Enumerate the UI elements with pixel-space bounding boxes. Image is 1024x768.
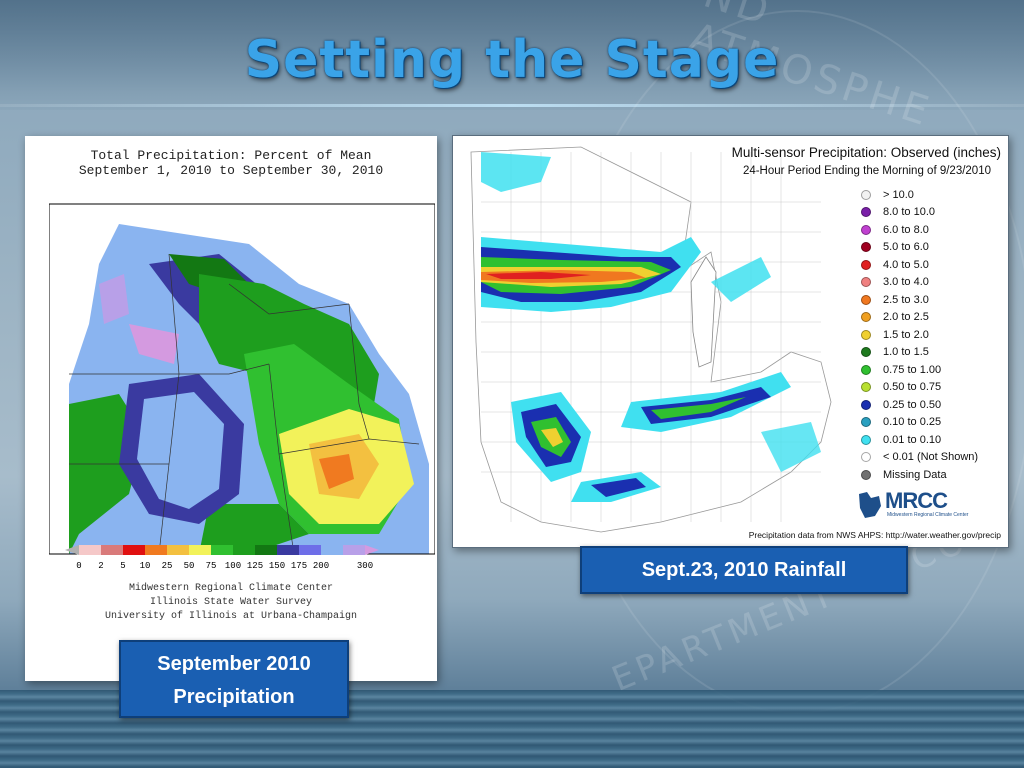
- legend-label: > 10.0: [883, 188, 914, 201]
- legend-label: 4.0 to 5.0: [883, 258, 929, 271]
- legend-label: 2.5 to 3.0: [883, 293, 929, 306]
- legend-swatch: [861, 242, 871, 253]
- legend-item: 4.0 to 5.0: [861, 256, 1006, 274]
- legend-label: < 0.01 (Not Shown): [883, 451, 979, 464]
- credit-line3: University of Illinois at Urbana-Champai…: [104, 611, 358, 622]
- credit-line1: Midwestern Regional Climate Center: [128, 583, 334, 594]
- mrcc-logo: MRCC Midwestern Regional Climate Center: [857, 488, 997, 524]
- legend-swatch: [861, 294, 871, 305]
- scale-label: 2: [98, 561, 103, 571]
- legend-item: 1.5 to 2.0: [861, 326, 1006, 344]
- legend-label: Missing Data: [883, 468, 947, 481]
- monthly-precip-map-panel: Total Precipitation: Percent of Mean Sep…: [25, 136, 437, 681]
- legend-swatch: [861, 399, 871, 410]
- mrcc-region-icon: [859, 492, 881, 518]
- legend-swatch: [861, 452, 871, 463]
- legend-item: 5.0 to 6.0: [861, 239, 1006, 257]
- legend-label: 8.0 to 10.0: [883, 206, 935, 219]
- mrcc-logo-subtext: Midwestern Regional Climate Center: [887, 512, 969, 518]
- scale-label: 200: [313, 561, 329, 571]
- scale-label: 0: [76, 561, 81, 571]
- legend-item: 0.50 to 0.75: [861, 379, 1006, 397]
- slide-title: Setting the Stage: [244, 30, 780, 90]
- caption-line1: September 2010: [157, 653, 311, 675]
- scale-label: 75: [206, 561, 217, 571]
- legend-swatch: [861, 259, 871, 270]
- scale-label: 100: [225, 561, 241, 571]
- legend-swatch: [861, 382, 871, 393]
- scale-label: 150: [269, 561, 285, 571]
- scale-label: 175: [291, 561, 307, 571]
- monthly-precip-caption: September 2010 Precipitation: [119, 640, 349, 718]
- legend-item: Missing Data: [861, 466, 1006, 484]
- legend-item: 0.25 to 0.50: [861, 396, 1006, 414]
- legend-swatch: [861, 364, 871, 375]
- legend-label: 2.0 to 2.5: [883, 311, 929, 324]
- legend-swatch: [861, 312, 871, 323]
- rainfall-legend: > 10.0 8.0 to 10.0 6.0 to 8.0 5.0 to 6.0…: [861, 186, 1006, 484]
- legend-label: 1.0 to 1.5: [883, 346, 929, 359]
- legend-item: 1.0 to 1.5: [861, 344, 1006, 362]
- credit-line2: Illinois State Water Survey: [149, 597, 313, 608]
- scale-label: 300: [357, 561, 373, 571]
- percent-color-scale: 0 2 5 10 25 50 75 100 125 150 175 200 30…: [65, 545, 379, 571]
- monthly-map-title-line2: September 1, 2010 to September 30, 2010: [78, 163, 384, 178]
- daily-map-title: Multi-sensor Precipitation: Observed (in…: [731, 145, 1001, 160]
- multisensor-precip-map: [461, 142, 861, 542]
- legend-label: 6.0 to 8.0: [883, 223, 929, 236]
- monthly-map-credit: Midwestern Regional Climate Center Illin…: [25, 582, 437, 624]
- legend-label: 1.5 to 2.0: [883, 328, 929, 341]
- scale-label: 10: [140, 561, 151, 571]
- legend-swatch: [861, 417, 871, 428]
- legend-item: 8.0 to 10.0: [861, 204, 1006, 222]
- legend-label: 0.50 to 0.75: [883, 381, 942, 394]
- header-divider: [0, 104, 1024, 107]
- legend-swatch: [861, 207, 871, 218]
- legend-label: 3.0 to 4.0: [883, 276, 929, 289]
- legend-item: 2.0 to 2.5: [861, 309, 1006, 327]
- monthly-map-title: Total Precipitation: Percent of Mean Sep…: [25, 148, 437, 178]
- legend-label: 0.75 to 1.00: [883, 363, 942, 376]
- legend-label: 0.10 to 0.25: [883, 416, 942, 429]
- scale-label: 5: [120, 561, 125, 571]
- legend-swatch: [861, 189, 871, 200]
- legend-item: 6.0 to 8.0: [861, 221, 1006, 239]
- legend-swatch: [861, 434, 871, 445]
- mrcc-logo-text: MRCC: [885, 488, 948, 513]
- legend-swatch: [861, 329, 871, 340]
- daily-rainfall-caption: Sept.23, 2010 Rainfall: [580, 546, 908, 594]
- legend-item: 0.10 to 0.25: [861, 414, 1006, 432]
- scale-label: 50: [184, 561, 195, 571]
- daily-map-subtitle: 24-Hour Period Ending the Morning of 9/2…: [742, 165, 991, 177]
- caption-line2: Precipitation: [173, 686, 295, 708]
- legend-label: 5.0 to 6.0: [883, 241, 929, 254]
- legend-item: 0.75 to 1.00: [861, 361, 1006, 379]
- legend-item: > 10.0: [861, 186, 1006, 204]
- legend-swatch: [861, 224, 871, 235]
- legend-item: 2.5 to 3.0: [861, 291, 1006, 309]
- legend-item: < 0.01 (Not Shown): [861, 449, 1006, 467]
- legend-swatch: [861, 347, 871, 358]
- scale-label: 125: [247, 561, 263, 571]
- daily-rainfall-map-panel: Multi-sensor Precipitation: Observed (in…: [452, 135, 1009, 548]
- legend-swatch: [861, 469, 871, 480]
- legend-label: 0.25 to 0.50: [883, 398, 942, 411]
- percent-of-mean-map: [49, 203, 435, 555]
- legend-item: 3.0 to 4.0: [861, 274, 1006, 292]
- legend-item: 0.01 to 0.10: [861, 431, 1006, 449]
- scale-label: 25: [162, 561, 173, 571]
- data-source-footer: Precipitation data from NWS AHPS: http:/…: [748, 530, 1001, 540]
- monthly-map-title-line1: Total Precipitation: Percent of Mean: [90, 148, 372, 163]
- legend-swatch: [861, 277, 871, 288]
- legend-label: 0.01 to 0.10: [883, 433, 942, 446]
